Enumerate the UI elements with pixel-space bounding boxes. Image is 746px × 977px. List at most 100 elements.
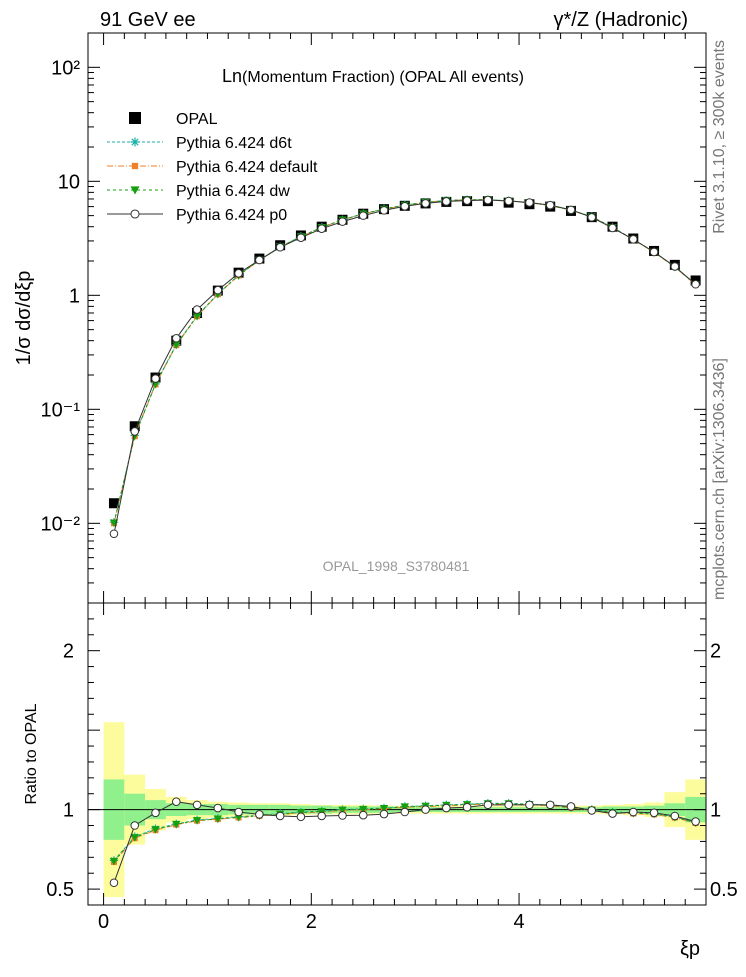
data-point (504, 196, 513, 206)
ratio-point (525, 800, 534, 810)
ratio-point (234, 813, 243, 822)
legend-item: Pythia 6.424 dw (107, 183, 290, 200)
data-point (275, 242, 285, 252)
data-point (234, 269, 243, 278)
ratio-point (629, 807, 638, 817)
ratio-point (566, 802, 576, 811)
ratio-point (358, 810, 368, 820)
series-1 (109, 195, 700, 527)
ratio-y-tick-label-right: 2 (710, 641, 721, 663)
series-line (113, 199, 696, 534)
series-3 (109, 196, 700, 528)
y-tick-label: 10 (58, 171, 80, 193)
ratio-point (213, 815, 223, 824)
ratio-series-line (113, 803, 696, 862)
data-point (629, 235, 638, 244)
data-point (566, 205, 576, 215)
legend-item: Pythia 6.424 d6t (107, 135, 292, 152)
header-right: γ*/Z (Hadronic) (554, 9, 688, 31)
legend-marker (130, 186, 140, 195)
data-point (338, 217, 347, 226)
data-point (400, 201, 410, 211)
ratio-point (608, 809, 617, 818)
legend-marker (131, 162, 139, 170)
ratio-point (649, 808, 659, 818)
ratio-point (192, 800, 202, 810)
chart-title-main: Ln (222, 66, 242, 86)
ratio-y-tick-label-right: 0.5 (710, 879, 738, 901)
ratio-point (338, 806, 347, 815)
ratio-point (151, 826, 160, 834)
ratio-point (545, 800, 555, 810)
ratio-point (130, 821, 140, 830)
legend-marker (129, 112, 141, 124)
ratio-point (587, 806, 597, 815)
mcplots-label: mcplots.cern.ch [arXiv:1306.3436] (711, 358, 728, 600)
ratio-point (691, 817, 700, 826)
y-tick-label: 10⁻¹ (41, 399, 81, 421)
y-axis-label-ratio: Ratio to OPAL (23, 703, 40, 804)
data-point (213, 285, 223, 295)
ratio-point (670, 811, 680, 821)
data-point (421, 199, 430, 208)
ratio-point (109, 878, 119, 888)
ratio-point (338, 811, 347, 820)
data-point (545, 200, 555, 210)
data-point (587, 213, 597, 222)
ratio-series-3 (109, 797, 700, 888)
y-axis-label-main: 1/σ dσ/dξp (13, 271, 35, 366)
data-point (255, 255, 264, 265)
ratio-point (504, 800, 513, 810)
data-point (317, 224, 326, 233)
series-line (113, 199, 696, 523)
series-0 (108, 196, 701, 509)
ratio-y-tick-label-right: 1 (710, 800, 721, 822)
ratio-point (379, 805, 389, 813)
data-point (151, 374, 160, 383)
data-point (192, 305, 202, 314)
chart-title: Ln(Momentum Fraction) (OPAL All events) (222, 66, 524, 86)
ratio-point (109, 857, 119, 866)
legend-item: Pythia 6.424 default (107, 159, 318, 176)
series-2 (111, 196, 699, 527)
ratio-point (359, 805, 368, 814)
data-point (129, 421, 140, 432)
y-tick-label: 10² (51, 57, 80, 79)
legend-item: Pythia 6.424 p0 (107, 207, 287, 224)
ratio-point (151, 808, 160, 818)
ratio-point (130, 834, 139, 842)
data-point (608, 223, 617, 233)
data-point (442, 197, 451, 206)
ratio-point (275, 811, 285, 821)
ratio-point (400, 807, 410, 817)
legend-marker (130, 137, 140, 147)
ratio-point (442, 803, 451, 813)
ratio-point (255, 810, 264, 819)
ratio-point (379, 809, 389, 819)
legend: OPAL Pythia 6.424 d6t Pythia 6.424 default… (107, 111, 318, 224)
data-point (525, 198, 534, 207)
ratio-frame (87, 602, 707, 906)
data-point (192, 312, 202, 321)
header-left: 91 GeV ee (100, 9, 196, 31)
analysis-watermark: OPAL_1998_S3780481 (323, 558, 470, 574)
y-tick-label: 1 (69, 285, 80, 307)
y-tick-label: 10⁻² (41, 513, 81, 535)
ratio-point (421, 805, 430, 814)
legend-marker (130, 209, 140, 219)
ratio-point (317, 811, 326, 821)
data-point (130, 427, 140, 436)
ratio-point (172, 797, 181, 806)
data-point (296, 233, 306, 243)
rivet-label: Rivet 3.1.10, ≥ 300k events (711, 40, 728, 234)
chart-title-rest: (Momentum Fraction) (OPAL All events) (242, 69, 524, 86)
legend-label: Pythia 6.424 p0 (176, 207, 287, 224)
ratio-point (234, 807, 243, 817)
ratio-point (400, 803, 409, 811)
main-panel: 10⁻² 10⁻¹ 1 10 10² Ln(Momentum Fraction) (OP… (13, 32, 707, 604)
data-point (649, 247, 659, 257)
ratio-point (462, 802, 472, 812)
legend-label: OPAL (176, 111, 218, 128)
ratio-point (483, 800, 493, 810)
legend-item: OPAL (129, 111, 218, 128)
